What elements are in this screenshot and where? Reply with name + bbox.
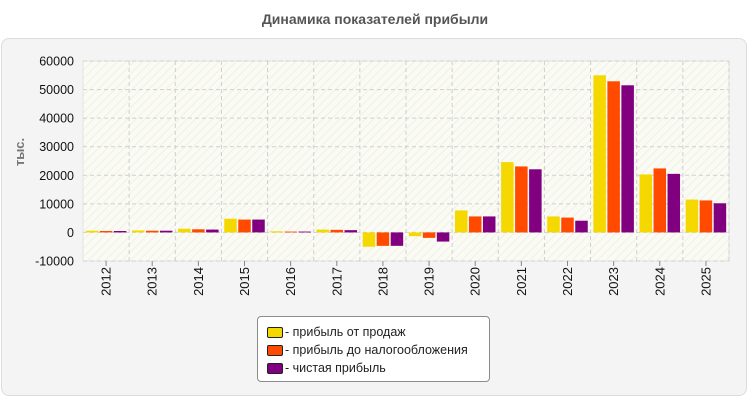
bar-2014-series-1 <box>192 229 205 233</box>
bar-2015-series-1 <box>238 219 251 233</box>
bar-2021-series-1 <box>515 166 528 233</box>
y-tick-label: -10000 <box>35 255 74 269</box>
bar-2016-series-1 <box>284 231 297 233</box>
bar-2019-series-1 <box>422 232 436 238</box>
legend: - прибыль от продаж - прибыль до налогоо… <box>257 316 490 382</box>
y-tick-label: 50000 <box>39 83 74 97</box>
bar-2024-series-2 <box>667 173 681 233</box>
legend-swatch-net-profit <box>267 362 283 374</box>
bar-2023-series-2 <box>621 85 634 233</box>
bar-2018-series-2 <box>390 232 404 246</box>
bar-2012-series-1 <box>99 231 113 233</box>
legend-item-pretax-profit: - прибыль до налогообложения <box>267 341 489 359</box>
bar-2019-series-2 <box>436 232 450 242</box>
bar-2014-series-2 <box>206 229 219 233</box>
x-tick-label: 2015 <box>237 267 252 296</box>
bar-2024-series-0 <box>639 174 653 233</box>
y-tick-label: 60000 <box>39 55 74 69</box>
bar-2017-series-0 <box>316 229 330 233</box>
bar-2015-series-0 <box>224 218 237 233</box>
bar-2024-series-1 <box>653 168 667 233</box>
bar-2017-series-1 <box>330 229 344 233</box>
bar-2018-series-0 <box>362 232 376 247</box>
x-tick-label: 2017 <box>329 267 344 296</box>
bar-2023-series-1 <box>607 81 620 233</box>
bar-2012-series-2 <box>113 231 127 233</box>
x-tick-label: 2012 <box>99 267 114 296</box>
x-tick-label: 2013 <box>145 267 160 296</box>
y-tick-label: 10000 <box>39 197 74 211</box>
bar-2020-series-1 <box>468 216 482 233</box>
y-tick-label: 0 <box>67 226 74 240</box>
legend-item-net-profit: - чистая прибыль <box>267 359 489 377</box>
legend-swatch-sales-profit <box>267 326 283 338</box>
bar-2019-series-0 <box>408 232 422 237</box>
x-tick-label: 2020 <box>468 267 483 296</box>
legend-item-sales-profit: - прибыль от продаж <box>267 323 489 341</box>
legend-label-pretax-profit: - прибыль до налогообложения <box>285 343 468 357</box>
bar-2016-series-2 <box>298 231 311 233</box>
bar-2025-series-0 <box>685 199 699 233</box>
bar-2017-series-2 <box>344 230 358 233</box>
x-tick-label: 2024 <box>652 267 667 296</box>
x-tick-label: 2014 <box>191 267 206 296</box>
bar-2013-series-0 <box>131 230 145 233</box>
bar-2022-series-1 <box>561 217 574 233</box>
x-tick-label: 2022 <box>560 267 575 296</box>
bar-2022-series-2 <box>575 220 588 233</box>
bar-2014-series-0 <box>178 228 191 233</box>
y-tick-label: 30000 <box>39 140 74 154</box>
bar-2013-series-1 <box>145 230 159 233</box>
bar-2021-series-0 <box>501 162 514 233</box>
bar-2020-series-2 <box>482 216 496 233</box>
bar-2025-series-1 <box>699 200 713 233</box>
x-tick-label: 2018 <box>375 267 390 296</box>
legend-label-net-profit: - чистая прибыль <box>285 361 386 375</box>
x-tick-label: 2016 <box>283 267 298 296</box>
chart-title: Динамика показателей прибыли <box>261 11 489 27</box>
x-tick-label: 2025 <box>698 267 713 296</box>
x-tick-label: 2021 <box>514 267 529 296</box>
legend-label-sales-profit: - прибыль от продаж <box>285 325 406 339</box>
legend-swatch-pretax-profit <box>267 344 283 356</box>
y-tick-label: 40000 <box>39 112 74 126</box>
bar-2012-series-0 <box>85 230 99 233</box>
bar-2023-series-0 <box>593 75 606 233</box>
y-tick-label: 20000 <box>39 169 74 183</box>
bar-2022-series-0 <box>547 216 560 233</box>
y-axis-label: тыс. <box>12 138 27 166</box>
x-tick-label: 2023 <box>606 267 621 296</box>
bar-2018-series-1 <box>376 232 390 246</box>
bar-2013-series-2 <box>159 230 173 233</box>
bar-2021-series-2 <box>529 169 542 233</box>
bar-2020-series-0 <box>454 210 468 233</box>
bar-2015-series-2 <box>252 219 265 233</box>
x-tick-label: 2019 <box>422 267 437 296</box>
bar-2016-series-0 <box>270 231 283 233</box>
bar-2025-series-2 <box>713 203 727 233</box>
